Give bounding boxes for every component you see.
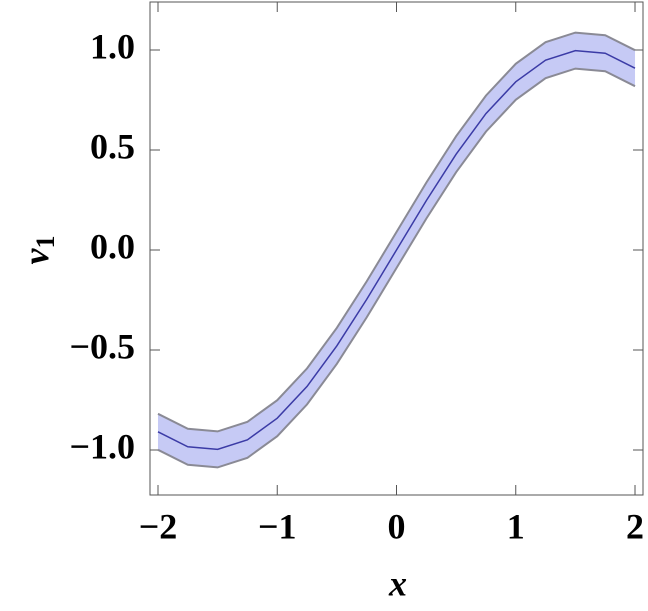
y-tick-label: 1.0 bbox=[90, 26, 135, 66]
y-axis-label: v1 bbox=[16, 236, 60, 265]
y-tick-label: 0.0 bbox=[90, 226, 135, 266]
y-label-base: v bbox=[16, 247, 56, 264]
y-tick-label: −0.5 bbox=[69, 326, 135, 366]
y-label-subscript: 1 bbox=[31, 236, 60, 249]
band-upper-edge bbox=[157, 31, 636, 433]
x-tick-label: −1 bbox=[258, 506, 297, 546]
band-lower-edge bbox=[157, 67, 636, 469]
x-tick-label: 1 bbox=[507, 506, 525, 546]
x-tick-label: −2 bbox=[139, 506, 178, 546]
y-tick-label: 0.5 bbox=[90, 126, 135, 166]
x-tick-label: 0 bbox=[388, 506, 406, 546]
data-line bbox=[157, 49, 636, 451]
x-axis-label: x bbox=[388, 563, 407, 603]
x-tick-label: 2 bbox=[626, 506, 644, 546]
y-tick-label: −1.0 bbox=[69, 426, 135, 466]
